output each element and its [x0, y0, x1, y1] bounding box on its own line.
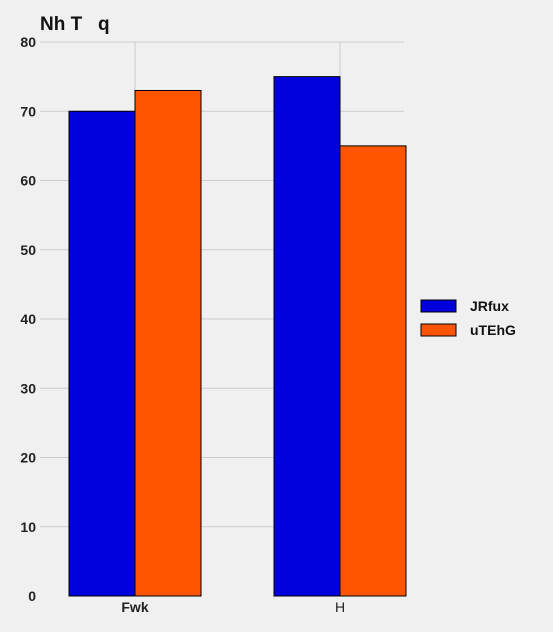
y-tick-label: 10	[20, 519, 36, 535]
y-tick-label: 80	[20, 34, 36, 50]
legend-label: JRfux	[470, 298, 509, 314]
bar-uTEhG-H	[339, 145, 407, 597]
y-tick-label: 20	[20, 450, 36, 466]
y-tick-label: 50	[20, 242, 36, 258]
legend-swatch	[420, 299, 457, 313]
y-tick-label: 30	[20, 380, 36, 396]
y-tick-label: 60	[20, 173, 36, 189]
legend: JRfux uTEhG	[420, 298, 516, 338]
x-tick-label: Fwk	[121, 599, 148, 615]
bar-uTEhG-Fwk	[134, 89, 202, 597]
y-tick-label: 70	[20, 103, 36, 119]
x-axis-ticks: Fwk H	[121, 599, 345, 615]
y-axis-ticks: 0 10 20 30 40 50 60 70 80	[20, 34, 36, 604]
legend-swatch	[420, 323, 457, 337]
legend-label: uTEhG	[470, 322, 516, 338]
bar-JRfux-Fwk	[68, 110, 136, 597]
bar-JRfux-H	[273, 76, 341, 597]
y-tick-label: 0	[28, 588, 36, 604]
bars	[68, 76, 407, 597]
y-tick-label: 40	[20, 311, 36, 327]
x-tick-label: H	[335, 599, 345, 615]
chart-title: Nh T q	[40, 14, 110, 35]
